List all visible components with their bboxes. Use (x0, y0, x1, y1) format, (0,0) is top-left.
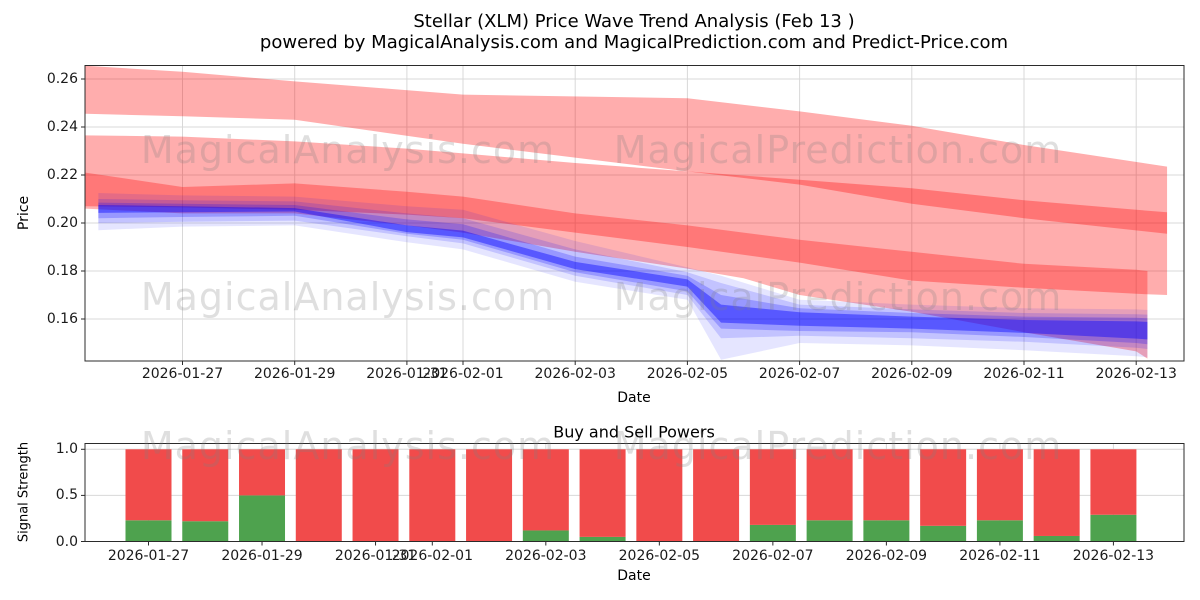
power-xtick-label: 2026-02-05 (618, 548, 701, 564)
middle-resistance-band (85, 135, 1168, 295)
power-xtick-label: 2026-02-01 (391, 548, 473, 564)
prediction-core (98, 205, 1148, 340)
buy-power-bar (182, 521, 229, 542)
power-xaxis-label: Date (617, 568, 651, 584)
power-xtick-label: 2026-01-27 (107, 548, 190, 564)
lower-wave-band (85, 172, 1148, 359)
buy-power-bar (806, 520, 853, 542)
sell-power-bar (409, 449, 456, 542)
buy-power-bar (1090, 514, 1137, 542)
power-xtick-label: 2026-02-07 (732, 548, 814, 564)
buy-power-bar (976, 520, 1023, 542)
power-xtick-label: 2026-02-13 (1072, 548, 1155, 564)
price-ytick-label: 0.18 (46, 263, 78, 279)
sell-power-bar (239, 449, 286, 496)
page-subtitle: powered by MagicalAnalysis.com and Magic… (259, 32, 1009, 53)
prediction-envelope-mid2 (98, 202, 1148, 345)
price-xtick-label: 2026-02-01 (422, 366, 504, 382)
buy-power-bar (239, 495, 286, 542)
signal-ytick-label: 0.5 (55, 487, 78, 504)
sell-power-bar (749, 449, 796, 525)
sell-power-bar (579, 449, 626, 537)
sell-power-bar (125, 449, 172, 521)
sell-power-bar (920, 449, 967, 526)
sell-power-bar (295, 449, 342, 542)
buy-power-bar (125, 520, 172, 542)
price-xtick-label: 2026-01-31 (366, 366, 448, 382)
power-chart-plot-area (85, 443, 1184, 542)
sell-power-bar (636, 449, 683, 542)
price-xtick-label: 2026-02-05 (646, 366, 729, 382)
price-ytick-label: 0.24 (46, 119, 78, 135)
price-axis-label: Price (16, 195, 32, 231)
price-xtick-label: 2026-02-07 (758, 366, 841, 382)
signal-axis-label: Signal Strength (16, 441, 32, 543)
page-title: Stellar (XLM) Price Wave Trend Analysis … (413, 11, 855, 32)
buy-power-bar (863, 520, 910, 542)
price-xtick-label: 2026-02-09 (871, 366, 953, 382)
sell-power-bar (863, 449, 910, 521)
power-xtick-label: 2026-02-11 (959, 548, 1041, 564)
power-xtick-label: 2026-02-03 (505, 548, 587, 564)
buy-power-bar (579, 536, 626, 542)
price-xaxis-label: Date (617, 390, 651, 406)
buy-power-bar (920, 525, 967, 542)
sell-power-bar (693, 449, 740, 542)
power-chart-title: Buy and Sell Powers (553, 422, 715, 442)
price-xtick-label: 2026-02-11 (983, 366, 1065, 382)
signal-ytick-label: 0.0 (55, 533, 78, 550)
price-xtick-label: 2026-02-13 (1095, 366, 1177, 382)
buy-power-bar (522, 530, 569, 542)
sell-power-bar (1033, 449, 1080, 536)
price-ytick-label: 0.16 (46, 311, 78, 327)
power-xtick-label: 2026-01-29 (221, 548, 303, 564)
price-ytick-label: 0.22 (46, 167, 78, 183)
sell-power-bar (352, 449, 399, 542)
buy-power-bar (749, 524, 796, 542)
sell-power-bar (976, 449, 1023, 521)
price-xtick-label: 2026-02-03 (534, 366, 616, 382)
signal-ytick-label: 1.0 (55, 441, 78, 458)
price-xtick-label: 2026-01-29 (254, 366, 336, 382)
prediction-envelope-outer (98, 193, 1148, 360)
sell-power-bar (466, 449, 513, 542)
buy-power-bar (1033, 535, 1080, 542)
sell-power-bar (806, 449, 853, 521)
price-chart-plot-area (85, 65, 1184, 361)
prediction-envelope-mid1 (98, 199, 1148, 349)
price-ytick-label: 0.26 (46, 71, 78, 87)
upper-resistance-band (85, 65, 1168, 234)
power-xtick-label: 2026-01-31 (334, 548, 417, 564)
price-ytick-label: 0.20 (46, 215, 78, 231)
price-xtick-label: 2026-01-27 (141, 366, 224, 382)
sell-power-bar (182, 449, 229, 522)
sell-power-bar (1090, 449, 1137, 515)
power-xtick-label: 2026-02-09 (845, 548, 928, 564)
sell-power-bar (522, 449, 569, 531)
